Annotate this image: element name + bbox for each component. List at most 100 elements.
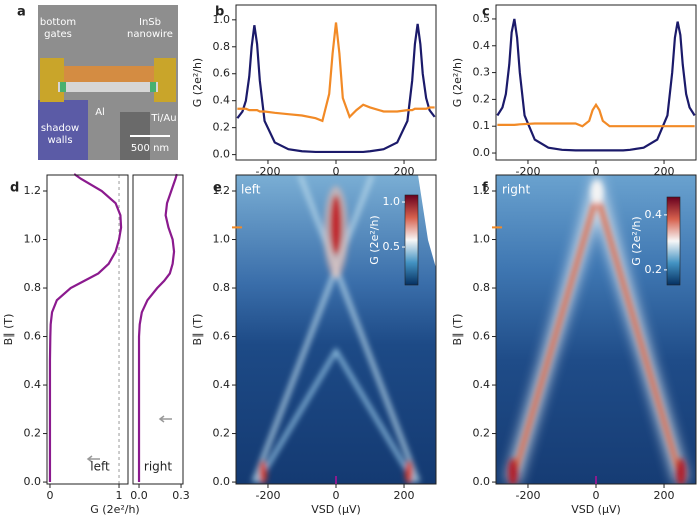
y-tick-label: 0.5 — [473, 12, 491, 25]
feature — [259, 460, 267, 484]
panel-letter: d — [10, 181, 19, 196]
y-tick-label: 0.4 — [213, 94, 231, 107]
panel-letter: e — [213, 181, 222, 196]
y-axis-label: B∥ (T) — [451, 314, 464, 346]
colorbar-tick-label: 0.4 — [645, 208, 663, 221]
y-tick-label: 0.4 — [213, 378, 231, 391]
y-tick-label: 0.2 — [473, 427, 491, 440]
y-tick-label: 0.2 — [213, 427, 231, 440]
y-tick-label: 0.2 — [213, 121, 231, 134]
y-tick-label: 0.6 — [213, 67, 231, 80]
y-axis-label: G (2e²/h) — [191, 58, 204, 107]
colorbar-label: G (2e²/h) — [368, 215, 381, 264]
feature — [508, 458, 518, 484]
x-axis-label: VSD (μV) — [571, 503, 621, 516]
x-tick-label: 0 — [46, 489, 53, 502]
y-tick-label: 0.4 — [473, 39, 491, 52]
y-tick-label: 0.8 — [473, 281, 491, 294]
y-tick-label: 1.0 — [24, 233, 42, 246]
y-tick-label: 0.0 — [213, 475, 231, 488]
y-tick-label: 1.2 — [24, 184, 42, 197]
x-tick-label: 0.3 — [172, 489, 190, 502]
panel-letter: b — [215, 5, 224, 20]
image-label: bottom — [40, 17, 76, 28]
image-label: shadow — [41, 123, 79, 134]
colorbar-tick-label: 1.0 — [383, 195, 401, 208]
y-tick-label: 0.6 — [213, 330, 231, 343]
arrow — [86, 455, 100, 463]
y-tick-label: 0.4 — [473, 378, 491, 391]
x-tick-label: 200 — [394, 165, 415, 178]
shadow-wall — [38, 100, 88, 160]
y-tick-label: 0.8 — [213, 281, 231, 294]
y-axis-label: B∥ (T) — [2, 314, 15, 346]
x-tick-label: -200 — [255, 489, 280, 502]
feature — [591, 180, 603, 204]
x-tick-label: 1 — [116, 489, 123, 502]
y-tick-label: 0.0 — [213, 148, 231, 161]
feature — [297, 175, 421, 483]
line-series — [237, 22, 435, 123]
panel-letter: a — [17, 5, 26, 20]
heatmap-features — [508, 180, 686, 484]
y-tick-label: 0.0 — [24, 475, 42, 488]
colorbar-tick-label: 0.2 — [645, 263, 663, 276]
image-label: InSb — [139, 17, 161, 28]
heatmap-features — [251, 175, 421, 484]
y-tick-label: 0.2 — [473, 92, 491, 105]
y-axis-label: B∥ (T) — [191, 314, 204, 346]
y-tick-label: 0.2 — [24, 427, 42, 440]
feature — [676, 458, 686, 484]
image-label: gates — [44, 29, 72, 40]
image-label: walls — [47, 135, 72, 146]
arrow — [158, 415, 172, 423]
y-tick-label: 0.3 — [473, 66, 491, 79]
line-series — [497, 102, 695, 128]
y-tick-label: 0.4 — [24, 378, 42, 391]
axes-frame — [495, 4, 697, 161]
annotation: left — [90, 460, 110, 474]
y-tick-label: 0.8 — [24, 281, 42, 294]
y-tick-label: 1.0 — [213, 13, 231, 26]
x-axis-label: VSD (μV) — [311, 503, 361, 516]
line-series — [48, 173, 123, 483]
gate-region — [64, 66, 154, 82]
y-tick-label: 1.0 — [473, 233, 491, 246]
axes-frame — [46, 174, 129, 485]
no-data — [418, 175, 436, 268]
x-tick-label: 0.0 — [130, 489, 148, 502]
colorbar-label: G (2e²/h) — [630, 216, 643, 265]
x-tick-label: -200 — [255, 165, 280, 178]
annotation: right — [144, 460, 172, 474]
line-series — [236, 23, 436, 154]
feature — [256, 347, 416, 484]
image-label: Ti/Au — [150, 113, 176, 124]
panel-letter: f — [482, 181, 488, 196]
device-image — [38, 5, 178, 160]
y-tick-label: 0.0 — [473, 475, 491, 488]
feature — [251, 175, 375, 483]
nanowire — [58, 82, 158, 92]
x-tick-label: 0 — [593, 165, 600, 178]
image-label: nanowire — [127, 29, 173, 40]
line-series — [137, 173, 178, 483]
y-tick-label: 0.1 — [473, 119, 491, 132]
x-tick-label: 200 — [654, 165, 675, 178]
heatmap — [236, 175, 436, 484]
y-tick-label: 1.2 — [213, 184, 231, 197]
x-tick-label: 200 — [394, 489, 415, 502]
junction — [60, 82, 66, 92]
y-tick-label: 1.2 — [473, 184, 491, 197]
axes-frame — [132, 174, 184, 485]
x-axis-label: G (2e²/h) — [90, 503, 139, 516]
x-tick-label: 200 — [654, 489, 675, 502]
image-label: 500 nm — [131, 143, 169, 154]
y-axis-label: G (2e²/h) — [451, 58, 464, 107]
junction — [150, 82, 156, 92]
x-tick-label: 0 — [593, 489, 600, 502]
heatmap — [496, 175, 696, 484]
line-series — [496, 18, 696, 152]
colorbar — [404, 194, 419, 286]
x-tick-label: -200 — [515, 165, 540, 178]
